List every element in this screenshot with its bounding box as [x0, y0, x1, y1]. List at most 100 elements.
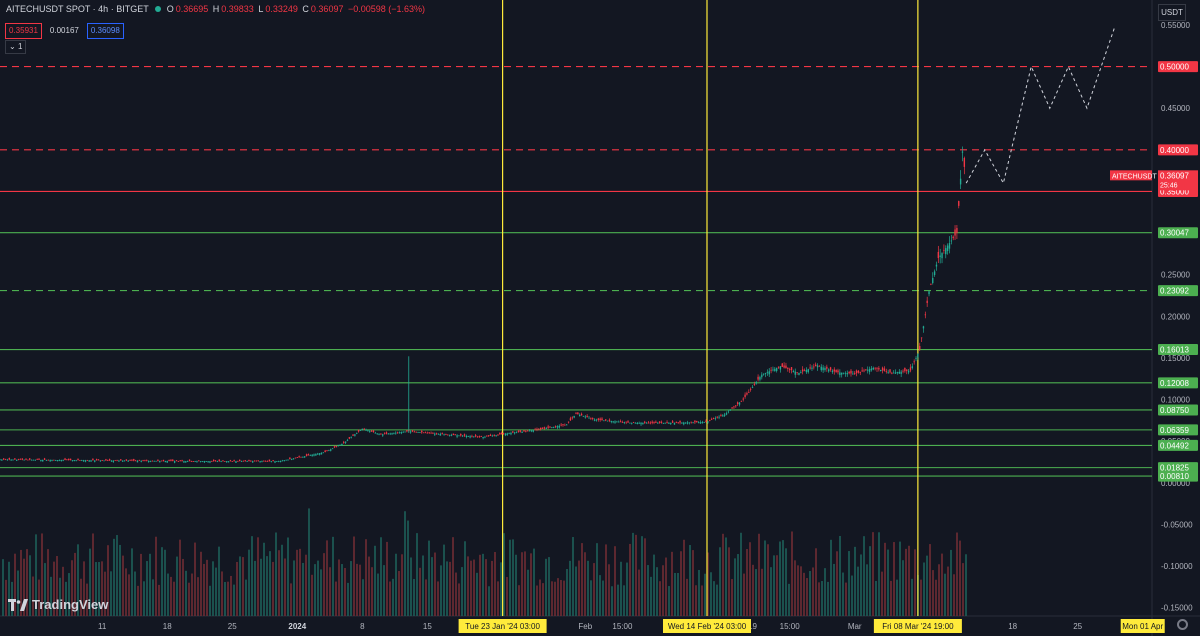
end-time-tag	[1120, 619, 1165, 633]
volume-bar	[746, 549, 748, 616]
candle-body	[564, 424, 566, 426]
last-price-tag	[1158, 170, 1198, 191]
candle-body	[683, 422, 685, 425]
volume-bar	[596, 543, 598, 616]
candle-body	[675, 421, 678, 423]
volume-bar	[560, 580, 562, 616]
candle-body	[229, 460, 232, 462]
volume-bar	[248, 549, 250, 616]
candle-body	[23, 459, 25, 461]
candle-body	[320, 452, 323, 455]
candle-body	[517, 431, 520, 432]
time-tick-label: 15:00	[612, 622, 633, 631]
volume-bar	[320, 569, 322, 616]
time-tick-label: 11	[98, 622, 107, 631]
candle-body	[94, 460, 96, 462]
volume-bar	[326, 540, 328, 616]
candle-body	[387, 433, 390, 435]
candle-body	[684, 422, 687, 424]
candle-body	[146, 460, 148, 461]
candle-body	[131, 459, 133, 461]
candle-body	[913, 361, 915, 363]
volume-bar	[959, 540, 961, 616]
volume-bar	[143, 581, 145, 616]
candle-body	[943, 249, 945, 251]
volume-bar	[671, 551, 673, 616]
volume-bar	[932, 570, 934, 616]
candle-body	[237, 460, 239, 462]
volume-bar	[812, 567, 814, 616]
volume-bar	[881, 571, 883, 616]
candle-body	[199, 461, 202, 462]
candle-body	[961, 151, 964, 153]
volume-bar	[29, 555, 31, 616]
volume-bar	[68, 573, 70, 616]
volume-bar	[701, 585, 703, 616]
volume-bar	[299, 548, 301, 616]
candle-body	[705, 420, 707, 423]
volume-bar	[95, 562, 97, 616]
price-tick-label: -0.10000	[1161, 562, 1193, 571]
volume-bar	[821, 581, 823, 616]
horizontal-level-label: 0.04492	[1160, 441, 1189, 450]
candle-body	[932, 278, 934, 284]
candle-body	[79, 460, 81, 461]
candle-body	[671, 421, 674, 423]
volume-bar	[197, 577, 199, 616]
indicators-toggle[interactable]: ⌄ 1	[5, 40, 27, 54]
candle-body	[766, 372, 769, 373]
volume-bar	[767, 544, 769, 616]
candle-body	[512, 431, 514, 433]
candle-body	[118, 460, 120, 462]
volume-bar	[281, 544, 283, 616]
volume-bar	[512, 539, 514, 616]
candle-body	[110, 460, 113, 462]
candle-body	[618, 421, 620, 423]
buy-button[interactable]: 0.36098	[86, 23, 124, 39]
candle-body	[469, 436, 471, 438]
volume-bar	[464, 541, 466, 616]
candle-body	[419, 432, 421, 433]
time-marker-tag	[873, 619, 962, 633]
volume-bar	[428, 540, 430, 616]
volume-bar	[761, 568, 763, 616]
candle-body	[486, 435, 488, 437]
candle-body	[649, 422, 652, 424]
volume-bar	[302, 562, 304, 616]
candle-body	[777, 366, 780, 368]
candle-body	[902, 370, 904, 372]
volume-bar	[854, 546, 856, 616]
sell-button[interactable]: 0.35931	[5, 23, 42, 39]
candle-body	[768, 371, 770, 375]
candle-body	[283, 460, 285, 461]
candle-body	[887, 371, 889, 373]
symbol-title[interactable]: AITECHUSDT SPOT · 4h · BITGET	[6, 4, 149, 14]
candle-body	[740, 400, 743, 402]
currency-selector[interactable]: USDT	[1158, 4, 1186, 21]
candle-body	[636, 422, 639, 424]
time-tick-label: 19	[748, 622, 757, 631]
candle-body	[49, 459, 51, 462]
volume-bar	[116, 535, 118, 616]
volume-bar	[845, 582, 847, 616]
volume-bar	[929, 544, 931, 616]
candle-body	[599, 418, 601, 421]
volume-bar	[308, 508, 310, 616]
candle-body	[315, 453, 317, 456]
candle-body	[227, 461, 230, 463]
candle-body	[545, 428, 547, 430]
volume-bar	[539, 579, 541, 616]
volume-bar	[233, 584, 235, 616]
price-tick-label: -0.05000	[1161, 520, 1193, 529]
candle-body	[538, 428, 540, 430]
settings-gear-icon[interactable]	[1177, 619, 1188, 630]
candle-body	[434, 433, 436, 435]
candle-body	[660, 421, 663, 423]
candle-body	[175, 460, 178, 462]
candle-body	[670, 422, 672, 425]
candle-body	[792, 370, 795, 373]
candle-body	[664, 422, 666, 424]
volume-bar	[125, 568, 127, 616]
